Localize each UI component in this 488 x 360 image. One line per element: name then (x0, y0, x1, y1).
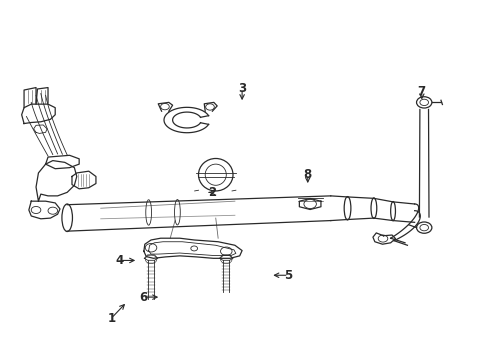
Text: 8: 8 (303, 168, 311, 181)
Text: 1: 1 (107, 312, 115, 325)
Text: 2: 2 (207, 186, 216, 199)
Text: 7: 7 (417, 85, 425, 98)
Text: 3: 3 (238, 82, 245, 95)
Text: 4: 4 (116, 254, 124, 267)
Text: 6: 6 (139, 291, 147, 303)
Text: 5: 5 (284, 269, 292, 282)
